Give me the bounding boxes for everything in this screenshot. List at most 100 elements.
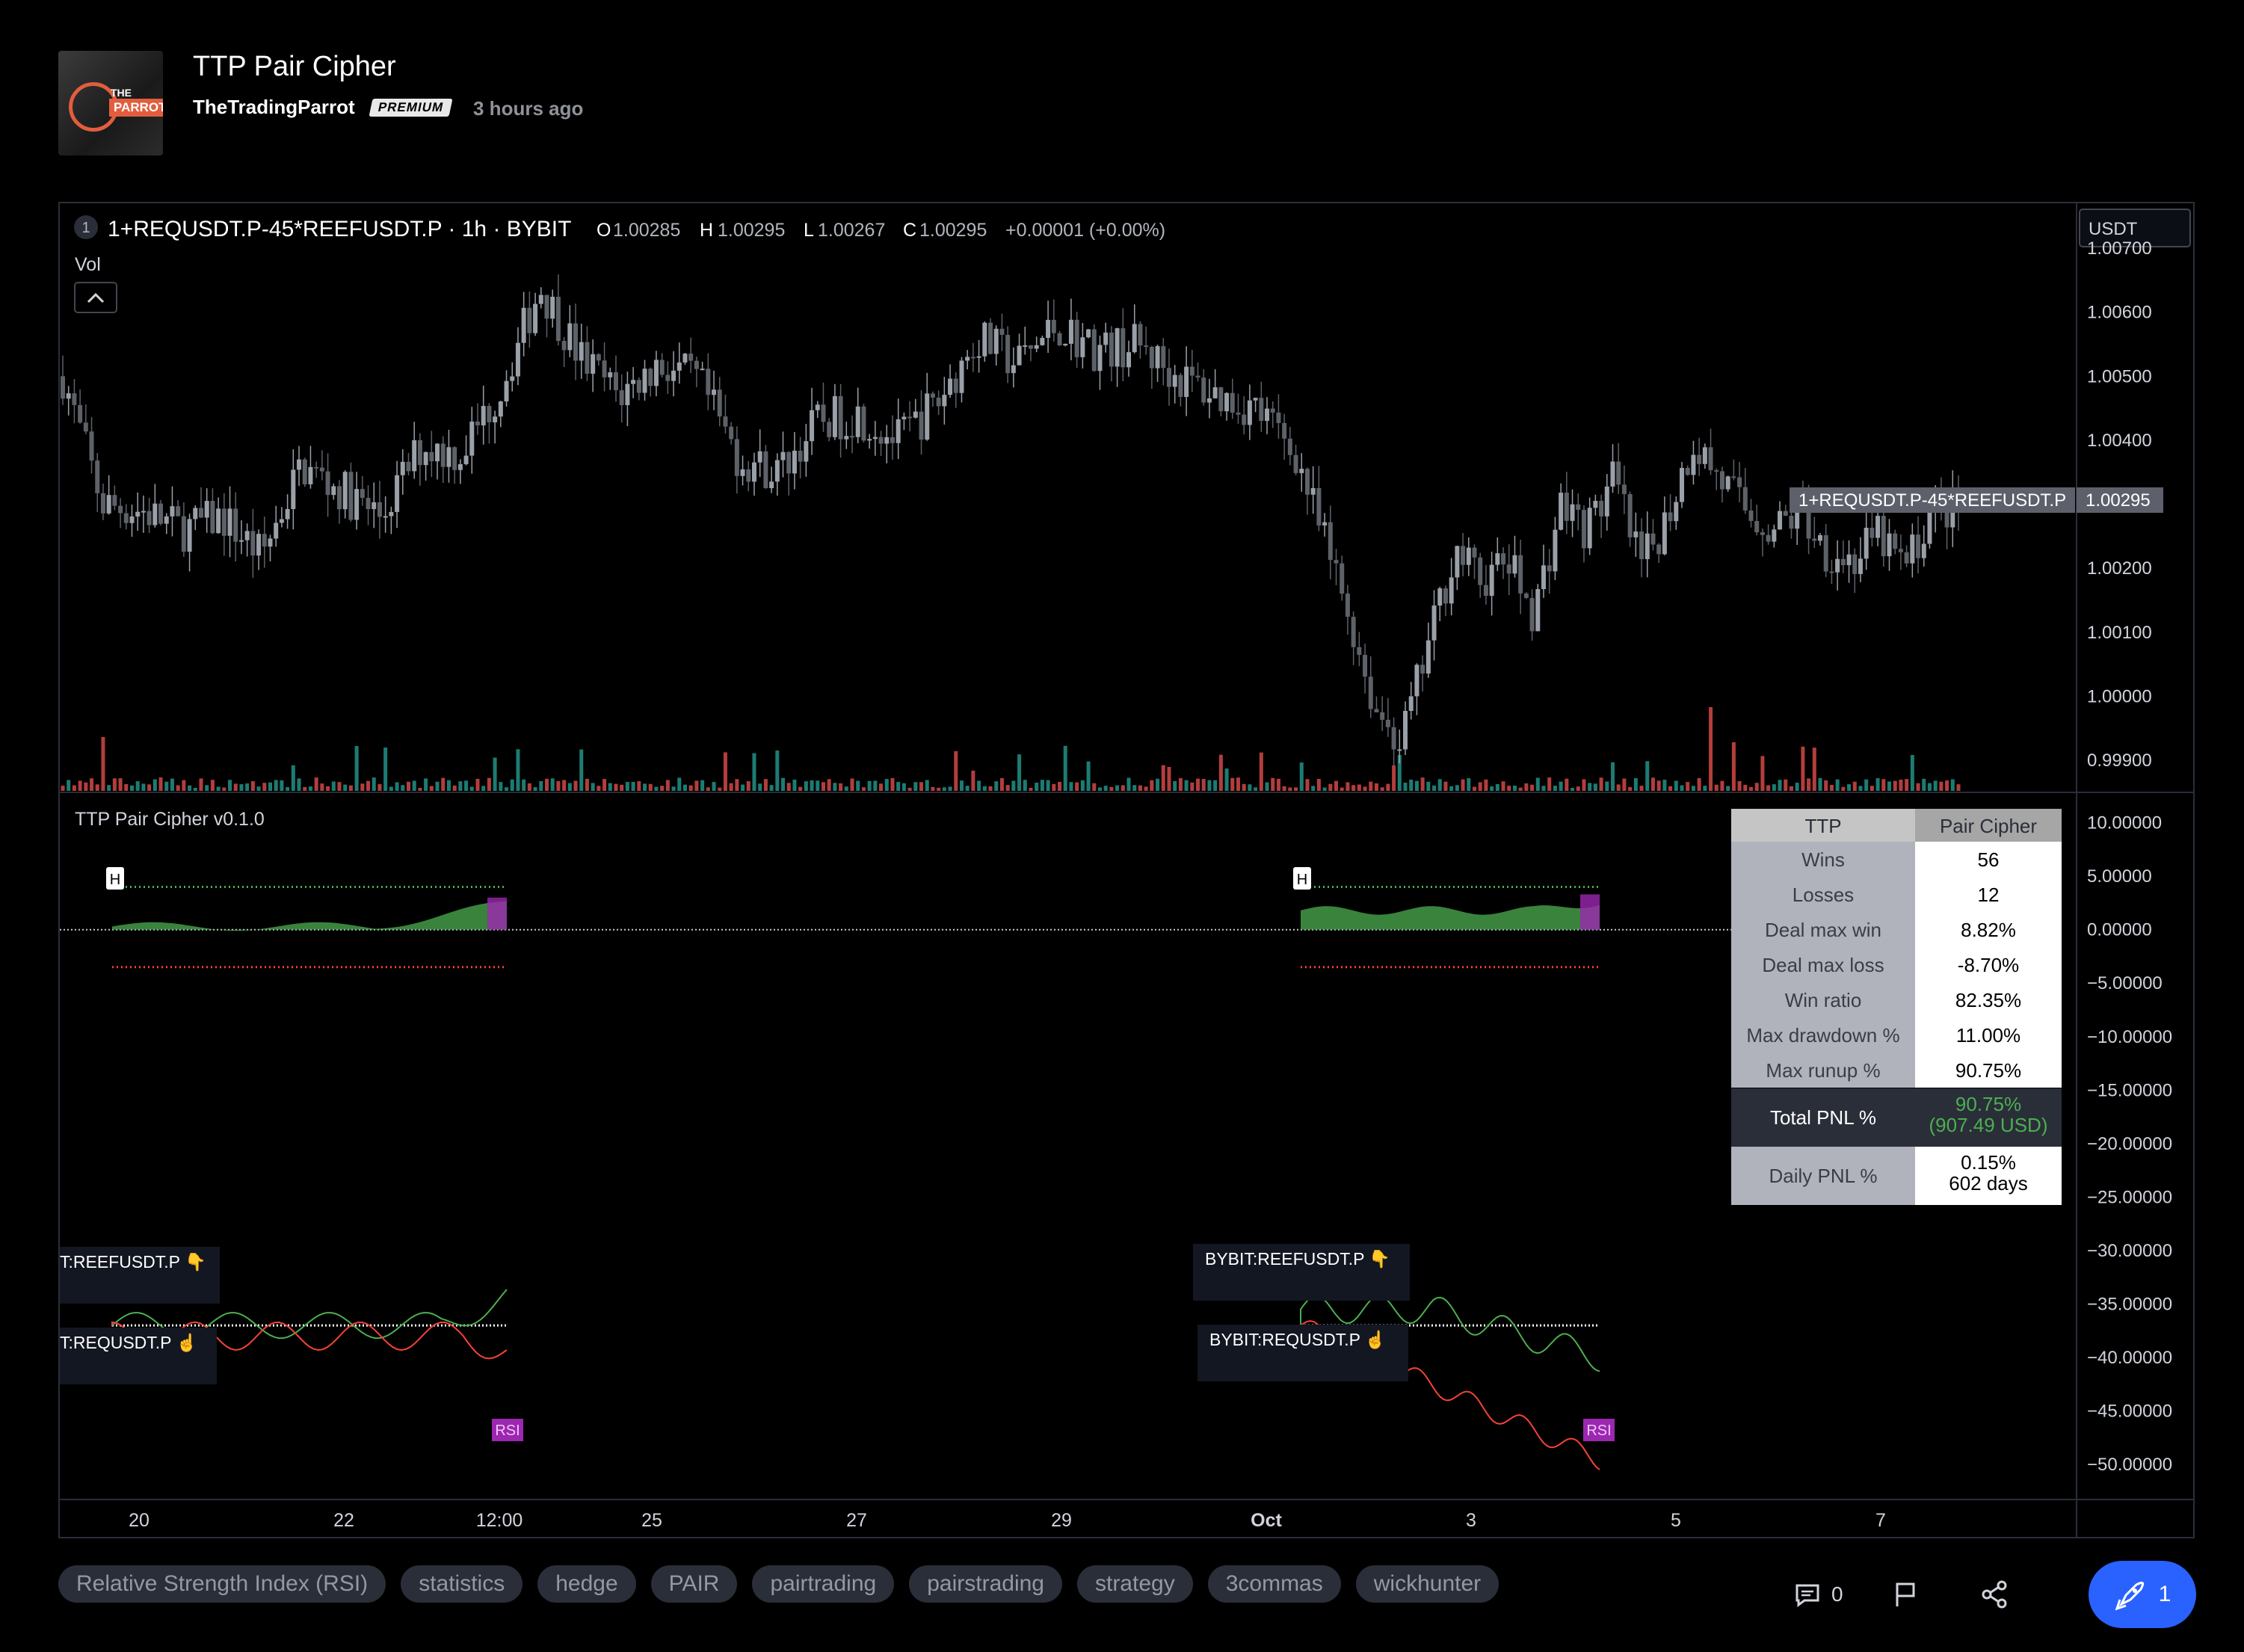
price-tick-label: 1.00500 — [2087, 366, 2152, 386]
boost-button[interactable]: 1 — [2089, 1561, 2196, 1628]
volume-bar — [383, 748, 388, 791]
candle-body — [561, 341, 567, 351]
volume-bar — [1017, 754, 1022, 791]
candle-body — [1420, 665, 1425, 674]
volume-bar — [493, 757, 497, 791]
volume-bar — [1582, 779, 1586, 791]
volume-bar — [1190, 782, 1195, 791]
stats-label: Max runup % — [1766, 1059, 1880, 1082]
volume-bar — [1161, 765, 1165, 791]
volume-bar — [1242, 783, 1246, 791]
candle-body — [700, 369, 705, 371]
candle-body — [504, 380, 509, 401]
volume-bar — [1409, 779, 1414, 791]
candle-body — [1495, 553, 1500, 565]
indicator-title[interactable]: TTP Pair Cipher v0.1.0 — [75, 809, 265, 830]
volume-bar — [199, 778, 203, 791]
report-button[interactable] — [1890, 1561, 1920, 1628]
candle-body — [930, 393, 935, 398]
candle-body — [948, 378, 953, 395]
candle-body — [95, 460, 100, 493]
candle-body — [72, 393, 77, 405]
oscillator-axis[interactable]: 10.00000 5.00000 0.00000 −5.00000 −10.00000 −… — [2087, 813, 2172, 1475]
candle-body — [1247, 400, 1252, 425]
volume-bar — [1824, 780, 1828, 791]
stats-value-cell — [1915, 1052, 2062, 1088]
volume-bar — [573, 780, 578, 791]
tag-pairstrading[interactable]: pairstrading — [909, 1565, 1062, 1603]
volume-bar — [1927, 783, 1932, 791]
volume-bar — [901, 783, 906, 791]
candle-body — [348, 472, 354, 520]
tag-pair[interactable]: PAIR — [650, 1565, 738, 1603]
chart-container[interactable]: 1 1+REQUSDT.P-45*REEFUSDT.P · 1h · BYBIT… — [58, 202, 2195, 1538]
tag-pairtrading[interactable]: pairtrading — [752, 1565, 895, 1603]
tag-strategy[interactable]: strategy — [1076, 1565, 1193, 1603]
volume-bar — [1645, 761, 1650, 791]
volume-bar — [1772, 784, 1776, 791]
candle-body — [631, 380, 636, 384]
volume-bar — [1933, 780, 1938, 791]
author-thumbnail[interactable]: THE TRADING PARROT — [58, 51, 163, 155]
volume-bar — [1178, 777, 1183, 791]
volume-bar — [1213, 780, 1218, 791]
volume-bar — [839, 783, 843, 791]
candle-body — [1206, 398, 1212, 403]
volume-bar — [124, 783, 129, 791]
volume-bar — [129, 785, 134, 791]
candle-body — [1126, 352, 1132, 368]
req-label-left-box — [60, 1328, 217, 1384]
candle-body — [1645, 533, 1650, 559]
symbol-legend[interactable]: 1+REQUSDT.P-45*REEFUSDT.P · 1h · BYBIT — [108, 217, 571, 241]
volume-bar — [643, 783, 647, 791]
candle-body — [1074, 319, 1079, 357]
volume-bar — [1374, 783, 1378, 791]
tag-hedge[interactable]: hedge — [537, 1565, 636, 1603]
volume-bar — [1922, 778, 1926, 791]
daily-pnl-days: 602 days — [1949, 1172, 2028, 1195]
candle-body — [118, 505, 123, 514]
volume-bar — [1224, 768, 1229, 791]
candle-body — [1212, 387, 1218, 398]
tag-3commas[interactable]: 3commas — [1207, 1565, 1341, 1603]
stats-value-cell — [1915, 877, 2062, 912]
candle-body — [1178, 375, 1183, 397]
candle-body — [331, 486, 336, 496]
volume-bar — [1259, 752, 1263, 791]
volume-bar — [1864, 779, 1869, 791]
candle-body — [1425, 640, 1431, 674]
time-axis[interactable]: 20 22 12:00 25 27 29 Oct 3 5 7 — [129, 1510, 1886, 1531]
volume-bar — [424, 778, 428, 791]
stats-label-cell — [1731, 842, 1915, 877]
candle-body — [555, 296, 561, 342]
total-pnl-label: Total PNL % — [1770, 1106, 1876, 1129]
chart-canvas[interactable]: 1 1+REQUSDT.P-45*REEFUSDT.P · 1h · BYBIT… — [60, 203, 2193, 1537]
candle-body — [757, 451, 762, 463]
volume-bar — [1167, 767, 1171, 791]
volume-bar — [481, 786, 486, 791]
time-tick-label: 7 — [1875, 1510, 1886, 1531]
tag-wickhunter[interactable]: wickhunter — [1355, 1565, 1499, 1603]
volume-bar — [821, 782, 825, 791]
tag-statistics[interactable]: statistics — [401, 1565, 523, 1603]
candle-body — [544, 295, 549, 319]
volume-bar — [464, 780, 469, 791]
comments-button[interactable]: 0 — [1793, 1561, 1843, 1628]
candle-body — [1910, 534, 1915, 564]
share-button[interactable] — [1979, 1561, 2009, 1628]
candle-body — [1547, 565, 1552, 572]
author-link[interactable]: TheTradingParrot — [193, 96, 355, 118]
collapse-button[interactable] — [74, 282, 117, 313]
tag-rsi[interactable]: Relative Strength Index (RSI) — [58, 1565, 386, 1603]
volume-bar — [896, 782, 901, 791]
volume-bar — [1305, 779, 1310, 791]
rsi-marker-right — [1583, 1419, 1615, 1441]
candle-body — [821, 404, 826, 422]
volume-bar — [729, 783, 733, 791]
candle-body — [625, 383, 630, 405]
volume-bar — [1547, 777, 1552, 791]
candle-body — [608, 372, 613, 377]
currency-selector[interactable] — [2079, 209, 2191, 247]
volume-bar — [1363, 786, 1367, 791]
time-tick-label: 27 — [846, 1510, 867, 1531]
